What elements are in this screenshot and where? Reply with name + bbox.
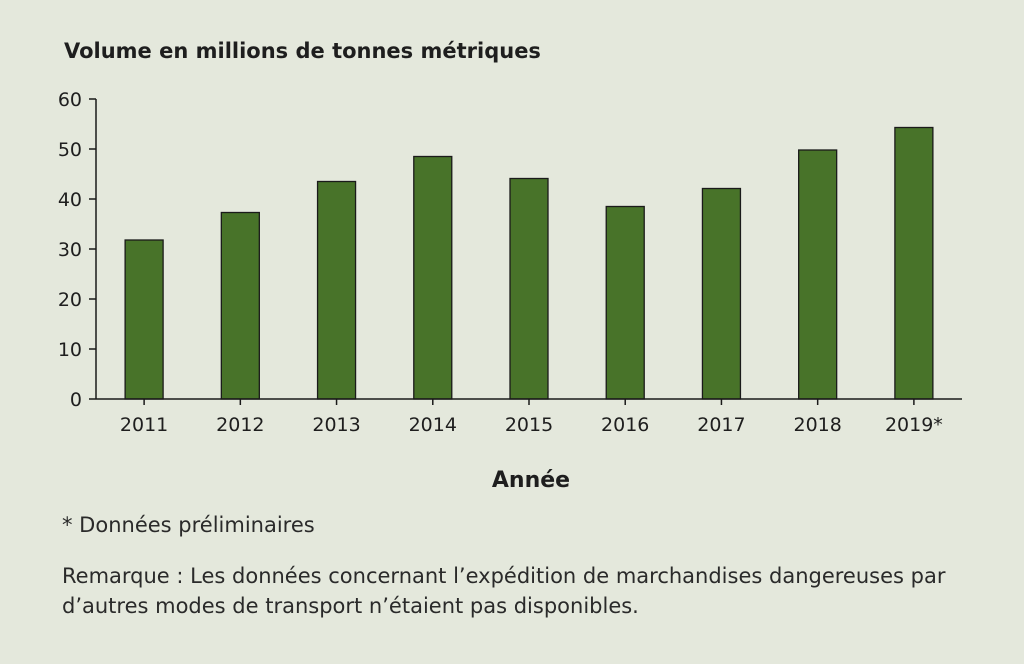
chart-title: Volume en millions de tonnes métriques <box>64 39 541 63</box>
bar-2011 <box>124 239 164 400</box>
x-tick-label: 2013 <box>312 414 360 436</box>
x-tick-label: 2015 <box>505 414 553 436</box>
bar-2016 <box>605 205 645 400</box>
x-axis-label: Année <box>492 468 570 493</box>
x-tick-label: 2018 <box>793 414 841 436</box>
y-tick-label: 40 <box>58 189 82 211</box>
bar-chart: Volume en millions de tonnes métriques 0… <box>58 39 962 493</box>
y-tick-label: 20 <box>58 289 82 311</box>
y-tick-label: 0 <box>70 389 82 411</box>
footnote: * Données préliminaires <box>62 513 315 537</box>
bar-2018 <box>798 149 838 400</box>
bar-2015 <box>509 177 549 400</box>
y-axis-ticks: 0 10 20 30 40 50 60 <box>58 89 96 411</box>
y-tick-label: 30 <box>58 239 82 261</box>
bar-2012 <box>220 211 260 400</box>
bar-2017 <box>701 187 742 400</box>
x-axis-ticks: 2011 2012 2013 2014 2015 2016 2017 2018 2019* <box>120 399 943 436</box>
x-tick-label: 2019* <box>885 414 943 436</box>
x-tick-label: 2017 <box>697 414 745 436</box>
y-tick-label: 10 <box>58 339 82 361</box>
y-tick-label: 50 <box>58 139 82 161</box>
x-tick-label: 2011 <box>120 414 168 436</box>
x-tick-label: 2014 <box>409 414 457 436</box>
x-tick-label: 2016 <box>601 414 649 436</box>
remark-note: Remarque : Les données concernant l’expé… <box>62 564 946 618</box>
x-tick-label: 2012 <box>216 414 264 436</box>
bar-2019 <box>894 126 934 400</box>
bar-2013 <box>316 180 357 400</box>
bar-2014 <box>413 155 453 400</box>
y-tick-label: 60 <box>58 89 82 111</box>
bars <box>124 126 934 400</box>
